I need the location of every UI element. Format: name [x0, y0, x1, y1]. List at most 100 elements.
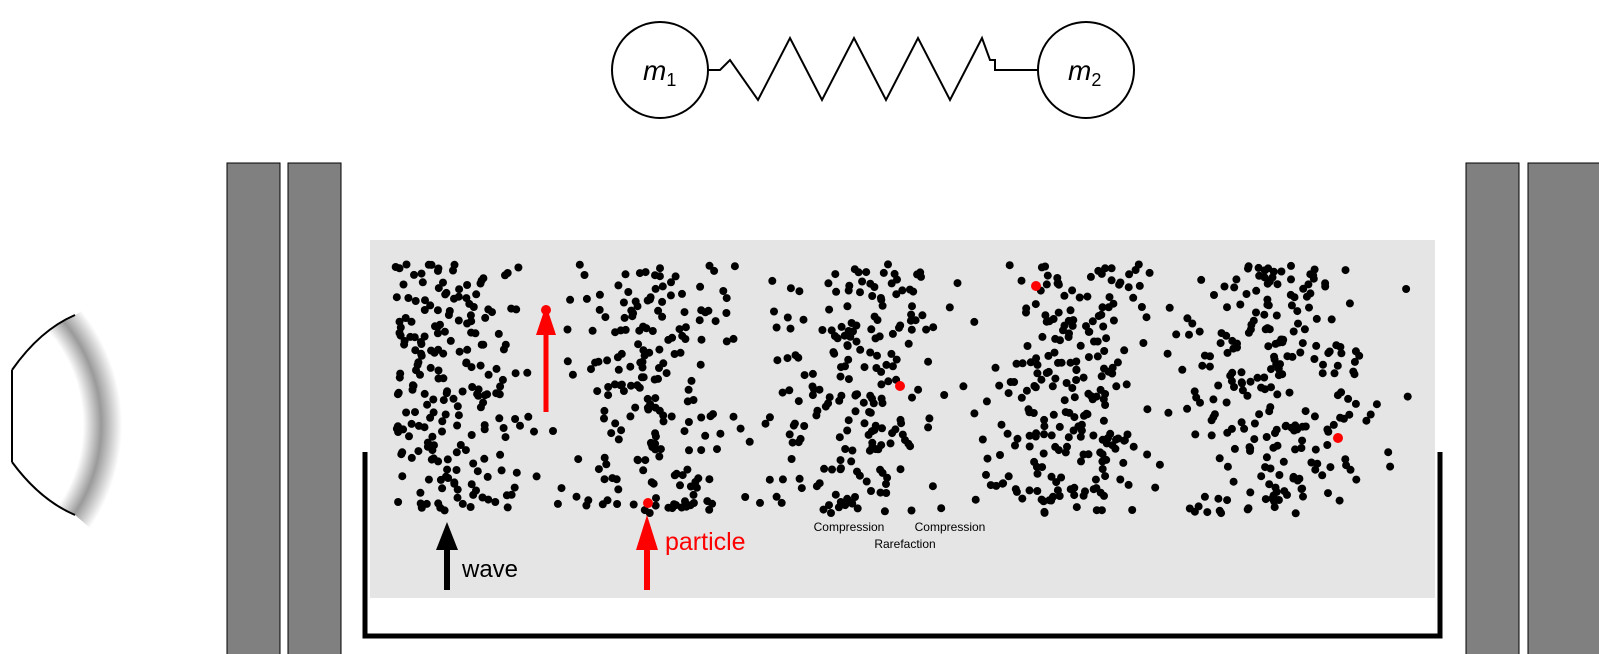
particle-dot [852, 321, 861, 330]
particle-dot [598, 500, 607, 509]
particle-dot [399, 280, 408, 289]
particle-dot [664, 335, 673, 344]
particle-dot [394, 498, 403, 506]
particle-dot [1285, 388, 1294, 397]
particle-dot [853, 467, 861, 476]
particle-dot [407, 453, 416, 462]
particle-dot [866, 279, 875, 288]
particle-dot [427, 455, 436, 464]
particle-dot [1122, 380, 1131, 389]
particle-dot [639, 466, 648, 475]
particle-dot [808, 391, 817, 400]
particle-dot [436, 503, 445, 512]
particle-dot [633, 381, 642, 390]
particle-dot [1260, 266, 1269, 275]
particle-dot [445, 307, 454, 315]
particle-dot [580, 271, 589, 279]
spring [708, 35, 1038, 103]
particle-dot [675, 325, 684, 334]
particle-dot [710, 266, 719, 275]
particle-dot [463, 345, 472, 354]
particle-dot [680, 427, 689, 436]
particle-dot [873, 316, 882, 324]
particle-dot [1190, 507, 1199, 516]
particle-dot [1104, 434, 1112, 442]
particle-dot [1049, 410, 1058, 419]
particle-dot [1031, 300, 1040, 309]
particle-dot [1271, 339, 1280, 348]
particle-dot [634, 340, 643, 349]
particle-dot [1040, 415, 1049, 424]
particle-dot [1043, 271, 1052, 280]
tracked-particle [643, 498, 653, 508]
particle-dot [1032, 354, 1041, 363]
particle-dot [643, 403, 652, 412]
particle-dot [491, 498, 500, 506]
particle-dot [797, 484, 806, 493]
particle-dot [719, 287, 728, 295]
particle-dot [697, 446, 706, 455]
particle-dot [651, 501, 660, 510]
particle-dot [1214, 381, 1223, 390]
particle-dot [430, 348, 439, 357]
particle-dot [1294, 319, 1302, 328]
particle-dot [896, 465, 905, 474]
particle-dot [553, 499, 562, 508]
particle-dot [444, 474, 453, 482]
particle-dot [654, 374, 662, 383]
particle-dot [418, 278, 427, 287]
particle-dot [1139, 339, 1148, 347]
particle-dot [1229, 477, 1238, 486]
particle-dot [1137, 303, 1146, 311]
particle-dot [722, 337, 731, 346]
particle-dot [824, 279, 833, 288]
particle-dot [645, 348, 654, 357]
particle-dot [476, 361, 485, 370]
particle-dot [1265, 480, 1274, 489]
particle-dot [1101, 472, 1110, 481]
particle-dot [1290, 426, 1299, 435]
particle-dot [1301, 422, 1310, 431]
particle-dot [450, 478, 459, 487]
particle-dot [1335, 496, 1344, 505]
particle-dot [414, 447, 423, 456]
particle-dot [1081, 487, 1089, 496]
particle-dot [480, 454, 489, 463]
particle-dot [1085, 327, 1094, 336]
particle-dot [1345, 299, 1354, 308]
mass-symbol: m [1068, 55, 1091, 86]
particle-dot [808, 369, 817, 378]
particle-dot [1053, 274, 1062, 282]
particle-dot [1066, 306, 1075, 315]
particle-dot [843, 494, 852, 503]
particle-dot [441, 290, 450, 299]
particle-dot [1310, 355, 1319, 363]
particle-dot [1083, 292, 1092, 301]
particle-dot [1128, 506, 1137, 514]
particle-dot [1350, 357, 1359, 366]
particle-dot [495, 414, 504, 423]
particle-dot [722, 309, 731, 317]
particle-dot [907, 310, 916, 319]
particle-dot [1079, 450, 1088, 459]
particle-dot [1054, 280, 1063, 289]
particle-dot [887, 279, 896, 288]
particle-dot [532, 472, 541, 481]
particle-dot [878, 399, 887, 408]
particle-dot [681, 497, 689, 506]
particle-dot [1333, 391, 1342, 400]
particle-dot [783, 354, 792, 363]
particle-dot [1183, 404, 1192, 413]
particle-dot [1265, 407, 1274, 416]
particle-dot [1281, 422, 1290, 431]
particle-dot [1062, 379, 1071, 387]
particle-dot [1310, 412, 1319, 421]
particle-dot [429, 395, 438, 404]
particle-dot [1092, 506, 1101, 515]
particle-dot [1051, 374, 1060, 383]
particle-dot [924, 357, 933, 366]
particle-dot [1096, 488, 1105, 497]
particle-dot [879, 268, 888, 277]
particle-dot [1033, 469, 1042, 478]
particle-dot [1018, 359, 1027, 368]
